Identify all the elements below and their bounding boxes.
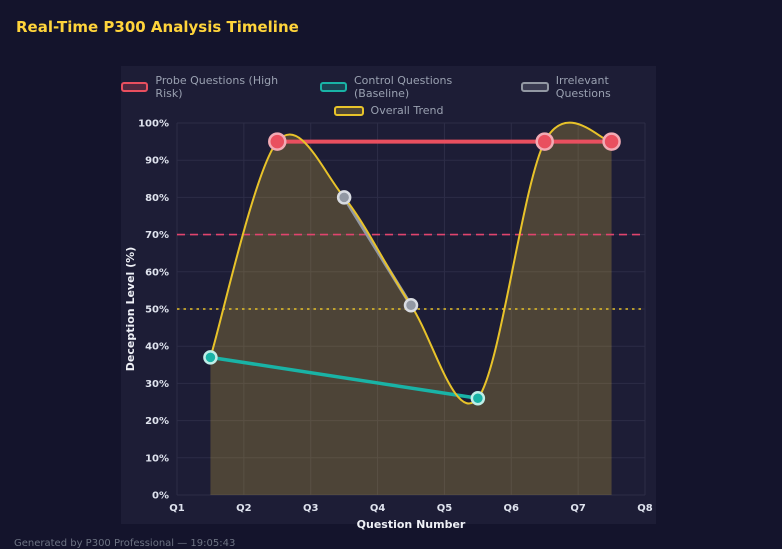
legend-label: Overall Trend [370,104,444,117]
y-axis-title: Deception Level (%) [124,247,137,371]
svg-text:80%: 80% [145,193,169,204]
legend-label: Irrelevant Questions [555,74,611,100]
svg-text:Q7: Q7 [570,503,586,514]
footer-text: Generated by P300 Professional — 19:05:4… [14,538,236,549]
svg-text:Q8: Q8 [637,503,653,514]
data-point[interactable] [403,298,419,313]
legend-item[interactable]: Overall Trend [333,104,444,117]
svg-text:Q2: Q2 [236,503,252,514]
series-markers [336,190,419,313]
legend-swatch [521,82,549,92]
page-title: Real-Time P300 Analysis Timeline [16,18,299,36]
legend-label: Control Questions (Baseline) [354,74,453,100]
series-line [208,355,480,401]
data-point[interactable] [336,190,352,205]
svg-text:100%: 100% [138,119,169,130]
svg-text:Q3: Q3 [303,503,319,514]
svg-text:90%: 90% [145,156,169,167]
data-point[interactable] [602,132,621,151]
legend-label: Probe Questions (High Risk) [155,74,279,100]
legend-item[interactable]: Control Questions (Baseline) [319,74,496,100]
data-point[interactable] [268,132,287,151]
legend-row-1: Probe Questions (High Risk) Control Quest… [121,74,656,100]
svg-text:70%: 70% [145,230,169,241]
x-axis-title: Question Number [357,518,466,531]
svg-text:Question Number: Question Number [357,518,466,531]
legend-item[interactable]: Probe Questions (High Risk) [121,74,294,100]
svg-text:Q5: Q5 [437,503,453,514]
data-point[interactable] [470,391,486,406]
legend-row-2: Overall Trend [121,104,656,117]
svg-text:0%: 0% [152,491,169,502]
data-point[interactable] [203,350,218,365]
svg-text:60%: 60% [145,267,169,278]
legend-swatch [319,82,347,92]
svg-text:Q4: Q4 [370,503,386,514]
timeline-chart: 0%10%20%30%40%50%60%70%80%90%100%Q1 Q2 Q3 Q… [124,119,653,532]
data-point[interactable] [535,132,554,151]
svg-text:20%: 20% [145,416,169,427]
svg-text:40%: 40% [145,342,169,353]
series-markers [203,350,486,406]
svg-text:10%: 10% [145,453,169,464]
svg-text:30%: 30% [145,379,169,390]
svg-text:Q6: Q6 [504,503,520,514]
legend-swatch [121,82,149,92]
svg-text:Q1: Q1 [169,503,185,514]
chart-panel: Probe Questions (High Risk) Control Quest… [121,66,656,531]
svg-text:Deception Level (%): Deception Level (%) [124,247,137,371]
series-markers [268,132,621,151]
x-axis-ticks: Q1 Q2 Q3 Q4 Q5 Q6 Q7 Q8 [169,503,653,514]
y-axis-ticks: 0% 10% 20% 30% 40% 50% 60% 70% 80% 90% 100% [138,119,169,502]
legend-item[interactable]: Irrelevant Questions [521,74,656,100]
svg-text:50%: 50% [145,305,169,316]
legend-swatch [333,105,364,116]
